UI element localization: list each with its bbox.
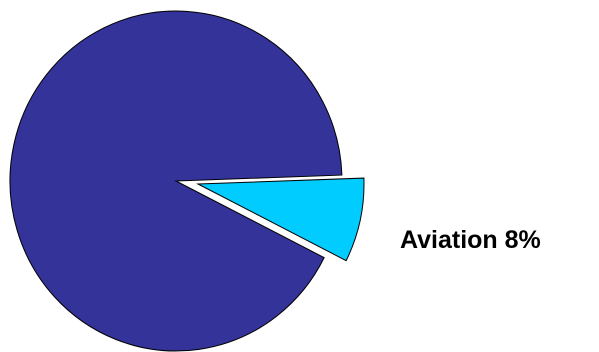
pie-slices bbox=[9, 10, 365, 352]
pie-slice-aviation bbox=[196, 177, 365, 262]
pie-slice-main bbox=[9, 10, 343, 352]
slice-label-aviation: Aviation 8% bbox=[400, 226, 541, 254]
